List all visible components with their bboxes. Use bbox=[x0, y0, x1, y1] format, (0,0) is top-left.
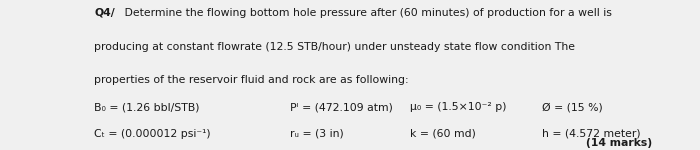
Text: rᵤ = (3 in): rᵤ = (3 in) bbox=[290, 129, 344, 139]
Text: Determine the flowing bottom hole pressure after (60 minutes) of production for : Determine the flowing bottom hole pressu… bbox=[121, 8, 612, 18]
Text: Ø = (15 %): Ø = (15 %) bbox=[542, 102, 603, 112]
Text: Cₜ = (0.000012 psi⁻¹): Cₜ = (0.000012 psi⁻¹) bbox=[94, 129, 211, 139]
Text: B₀ = (1.26 bbl/STB): B₀ = (1.26 bbl/STB) bbox=[94, 102, 200, 112]
Text: h = (4.572 meter): h = (4.572 meter) bbox=[542, 129, 641, 139]
Text: Q4/: Q4/ bbox=[94, 8, 116, 18]
Text: k = (60 md): k = (60 md) bbox=[410, 129, 475, 139]
Text: properties of the reservoir fluid and rock are as following:: properties of the reservoir fluid and ro… bbox=[94, 75, 409, 85]
Text: Pᴵ = (472.109 atm): Pᴵ = (472.109 atm) bbox=[290, 102, 393, 112]
Text: producing at constant flowrate (12.5 STB/hour) under unsteady state flow conditi: producing at constant flowrate (12.5 STB… bbox=[94, 42, 575, 52]
Text: (14 marks): (14 marks) bbox=[587, 138, 652, 148]
Text: μ₀ = (1.5×10⁻² p): μ₀ = (1.5×10⁻² p) bbox=[410, 102, 506, 112]
